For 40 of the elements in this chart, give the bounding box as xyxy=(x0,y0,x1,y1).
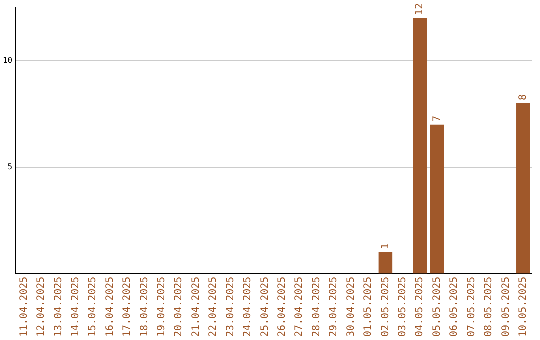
data-label: 8 xyxy=(518,94,529,101)
bar xyxy=(516,104,530,274)
x-tick-label: 08.05.2025 xyxy=(484,276,495,338)
x-tick-label: 28.04.2025 xyxy=(311,276,322,338)
x-tick-label: 20.04.2025 xyxy=(174,276,185,338)
x-tick-label: 24.04.2025 xyxy=(242,276,254,338)
bar xyxy=(378,252,393,274)
x-tick-label: 25.04.2025 xyxy=(260,276,271,338)
x-tick-label: 10.05.2025 xyxy=(518,276,529,338)
x-tick-label: 23.04.2025 xyxy=(225,276,236,338)
x-tick-label: 26.04.2025 xyxy=(277,276,288,338)
x-tick-label: 15.04.2025 xyxy=(88,276,99,338)
y-tick-label: 10 xyxy=(2,56,13,66)
x-tick-label: 17.04.2025 xyxy=(122,276,134,338)
x-tick-label: 09.05.2025 xyxy=(500,276,512,338)
x-tick-label: 01.05.2025 xyxy=(363,276,374,338)
x-tick-label: 13.04.2025 xyxy=(53,276,64,338)
data-label: 12 xyxy=(414,3,426,16)
x-tick-label: 21.04.2025 xyxy=(190,276,202,338)
y-tick-label: 5 xyxy=(8,162,13,172)
x-tick-label: 22.04.2025 xyxy=(208,276,220,338)
x-tick-label: 02.05.2025 xyxy=(380,276,392,338)
x-tick-label: 05.05.2025 xyxy=(432,276,443,338)
x-tick-label: 06.05.2025 xyxy=(449,276,460,338)
x-tick-label: 18.04.2025 xyxy=(139,276,150,338)
x-tick-label: 19.04.2025 xyxy=(156,276,168,338)
x-tick-label: 11.04.2025 xyxy=(18,276,30,338)
x-tick-label: 03.05.2025 xyxy=(398,276,408,338)
x-tick-label: 29.04.2025 xyxy=(328,276,340,338)
bar xyxy=(413,18,428,274)
x-tick-label: 12.04.2025 xyxy=(36,276,48,338)
x-tick-label: 27.04.2025 xyxy=(294,276,306,338)
x-tick-label: 04.05.2025 xyxy=(414,276,426,338)
data-label: 1 xyxy=(380,243,392,250)
data-label: 7 xyxy=(432,116,443,122)
x-tick-label: 07.05.2025 xyxy=(466,276,478,338)
x-tick-label: 16.04.2025 xyxy=(104,276,116,338)
x-tick-label: 30.04.2025 xyxy=(346,276,357,338)
bar xyxy=(430,124,444,274)
x-tick-label: 14.04.2025 xyxy=(70,276,82,338)
